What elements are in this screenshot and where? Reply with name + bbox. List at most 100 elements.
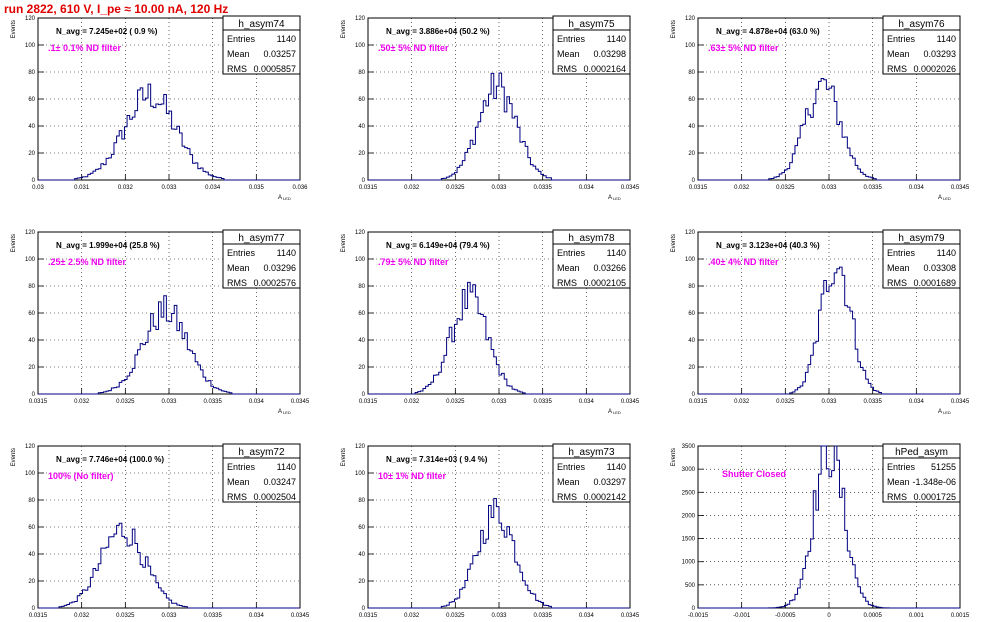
histogram-panel-h_asym75: 0.0315 0.032 0.0325 0.033 0.0335 0.034 0.0345 0… [341,15,640,201]
x-axis-label: ALED [938,195,951,201]
stats-title: h_asym77 [238,233,285,244]
histogram-panel-h_asym78: 0.0315 0.032 0.0325 0.033 0.0335 0.034 0.0345 0… [341,229,640,415]
histogram-panel-h_asym77: 0.0315 0.032 0.0325 0.033 0.0335 0.034 0.0345 0… [11,229,310,415]
x-tick-label: 0.0345 [621,613,640,619]
histogram-series [38,295,300,395]
stats-value: 0.03296 [263,263,296,273]
stats-box [552,229,631,289]
x-tick-label: 0.032 [734,185,750,191]
filter-note: 10± 1% ND filter [378,471,446,481]
navg-label: N_avg = 7.746e+04 (100.0 %) [56,455,164,464]
navg-label: N_avg = 6.149e+04 (79.4 %) [386,241,490,250]
y-axis-label: Events [671,20,677,38]
x-tick-label: 0.0325 [116,399,135,405]
stats-value: 0.03298 [593,49,626,59]
y-tick-label: 80 [688,284,695,290]
y-tick-label: 40 [688,124,695,130]
x-tick-label: 0.033 [161,399,177,405]
y-tick-label: 2000 [682,513,696,519]
x-tick-label: 0.0335 [203,613,222,619]
stats-title: h_asym78 [568,233,615,244]
y-tick-label: 20 [28,579,35,585]
histogram-panel-h_asym74: 0.03 0.031 0.032 0.033 0.034 0.035 0.036 0 20 40 6… [11,15,308,201]
y-tick-label: 60 [358,311,365,317]
x-tick-label: 0.032 [74,613,90,619]
x-tick-label: 0.032 [404,185,420,191]
y-tick-label: 100 [25,471,36,477]
y-tick-label: 40 [688,338,695,344]
y-tick-label: 100 [355,43,366,49]
y-tick-label: 100 [355,471,366,477]
y-tick-label: 0 [362,606,366,612]
y-axis-label: Events [11,234,17,252]
stats-label: Mean [557,263,580,273]
x-tick-label: -0.001 [733,613,751,619]
stats-title: h_asym72 [238,447,285,458]
y-tick-label: 60 [28,311,35,317]
stats-value: 0.03293 [923,49,956,59]
navg-label: N_avg = 1.999e+04 (25.8 %) [56,241,160,250]
x-tick-label: -0.0005 [775,613,796,619]
x-tick-label: 0.033 [491,185,507,191]
y-tick-label: 20 [28,365,35,371]
stats-value: 0.0001689 [913,278,956,288]
y-tick-label: 80 [28,498,35,504]
x-tick-label: 0.0335 [863,399,882,405]
stats-label: RMS [227,278,247,288]
stats-label: Entries [887,462,916,472]
filter-note: .40± 4% ND filter [708,257,779,267]
x-axis-label: ALED [608,195,621,201]
x-tick-label: 0.032 [404,399,420,405]
stats-label: Mean [557,49,580,59]
y-axis-label: Events [671,448,677,466]
y-tick-label: 120 [355,444,366,450]
y-tick-label: 120 [685,16,696,22]
stats-label: RMS [557,64,577,74]
x-tick-label: 0.0315 [29,399,48,405]
navg-label: N_avg = 3.123e+04 (40.3 %) [716,241,820,250]
y-tick-label: 20 [28,151,35,157]
stats-value: 1140 [277,34,296,44]
stats-label: Mean [227,49,250,59]
x-tick-label: 0 [827,613,831,619]
x-tick-label: 0.0325 [116,613,135,619]
y-tick-label: 500 [685,583,696,589]
stats-value: 51255 [931,462,956,472]
histogram-series [698,78,960,181]
x-tick-label: 0.0345 [291,613,310,619]
y-tick-label: 20 [688,365,695,371]
x-tick-label: 0.0335 [533,613,552,619]
stats-box [552,443,631,503]
stats-value: 1140 [277,248,296,258]
y-tick-label: 60 [358,525,365,531]
y-tick-label: 80 [28,70,35,76]
y-tick-label: 100 [25,257,36,263]
y-tick-label: 0 [32,392,36,398]
x-tick-label: 0.0315 [689,399,708,405]
histogram-panel-h_asym72: 0.0315 0.032 0.0325 0.033 0.0335 0.034 0.0345 0… [11,443,310,619]
stats-label: RMS [227,64,247,74]
stats-box [882,443,961,503]
x-tick-label: 0.0315 [29,613,48,619]
filter-note: .25± 2.5% ND filter [48,257,126,267]
x-tick-label: 0.032 [404,613,420,619]
histogram-series [38,522,300,609]
y-tick-label: 80 [358,70,365,76]
stats-label: Mean [887,477,910,487]
histogram-series [368,498,630,609]
y-tick-label: 2500 [682,490,696,496]
stats-title: hPed_asym [895,447,948,458]
y-tick-label: 20 [358,151,365,157]
x-tick-label: 0.034 [909,185,925,191]
y-tick-label: 120 [25,230,36,236]
stats-box [222,15,301,75]
y-tick-label: 20 [688,151,695,157]
stats-label: Entries [557,462,586,472]
x-axis-label: ALED [278,195,291,201]
x-tick-label: 0.032 [74,399,90,405]
x-tick-label: 0.03 [32,185,44,191]
y-tick-label: 1500 [682,537,696,543]
filter-note: .1± 0.1% ND filter [48,43,121,53]
stats-value: 0.0002504 [253,492,296,502]
